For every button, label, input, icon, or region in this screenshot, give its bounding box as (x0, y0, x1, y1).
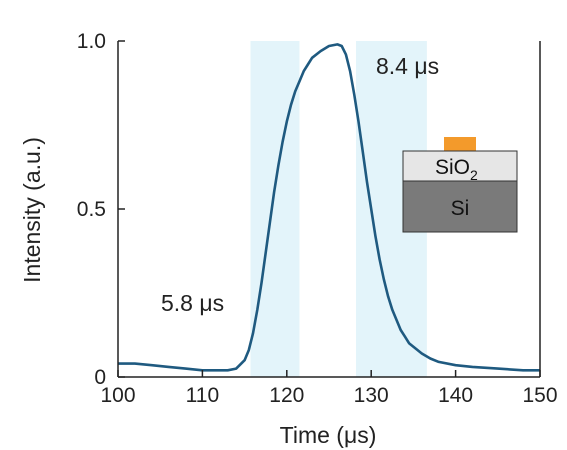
y-tick-label: 0 (94, 366, 106, 389)
x-tick-label: 100 (100, 384, 135, 407)
sio2-label: SiO2 (435, 156, 478, 183)
x-tick-label: 140 (438, 384, 473, 407)
x-tick-label: 120 (269, 384, 304, 407)
intensity-series-line (118, 43, 540, 372)
x-tick-label: 110 (186, 384, 219, 407)
y-tick-label: 1.0 (77, 30, 106, 53)
sio2-layer (402, 150, 518, 182)
device-inset: SiO2 Si (402, 137, 518, 233)
series-layer (118, 43, 540, 372)
tick-layer: 100 110 120 130 140 150 0 0.5 1.0 (77, 30, 558, 407)
rise-time-label: 5.8 μs (161, 290, 224, 316)
shaded-region-1 (250, 41, 300, 377)
x-tick-label: 150 (522, 384, 557, 407)
y-axis-title: Intensity (a.u.) (19, 137, 45, 283)
si-label: Si (451, 197, 470, 220)
si-layer (402, 180, 518, 233)
y-tick-label: 0.5 (77, 198, 106, 221)
fall-time-label: 8.4 μs (376, 53, 439, 79)
electrode (444, 137, 476, 151)
x-axis-title: Time (μs) (280, 422, 377, 448)
x-tick-label: 130 (354, 384, 389, 407)
